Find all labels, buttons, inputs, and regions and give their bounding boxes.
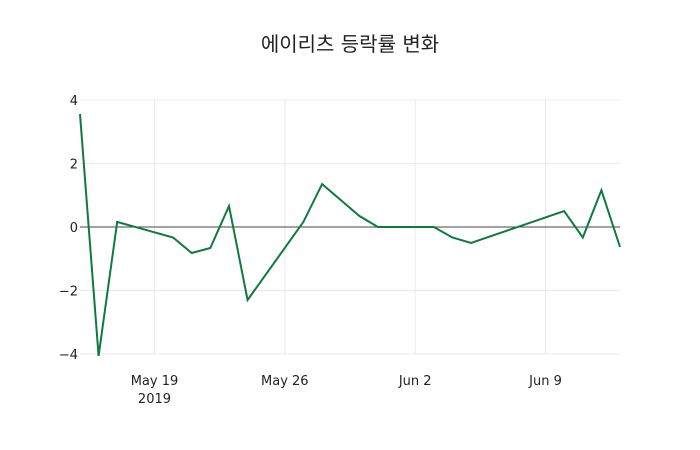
y-tick-label: 2: [70, 158, 78, 173]
x-tick-label: May 26: [261, 374, 309, 389]
y-tick-label: 0: [70, 221, 78, 236]
axes: 4 2 0 −2 −4 May 19 2019 May 26 Jun 2 Jun 9: [59, 94, 620, 407]
x-tick-label: Jun 2: [398, 374, 432, 389]
y-tick-label: 4: [70, 94, 78, 109]
y-tick-label: −4: [59, 348, 78, 363]
x-tick-year: 2019: [138, 392, 171, 407]
grid-lines: [80, 99, 620, 355]
series-line: [79, 113, 621, 357]
x-tick-label: May 19: [131, 374, 179, 389]
y-tick-label: −2: [59, 285, 78, 300]
chart-title: 에이리츠 등락률 변화: [260, 32, 440, 56]
x-tick-label: Jun 9: [528, 374, 562, 389]
